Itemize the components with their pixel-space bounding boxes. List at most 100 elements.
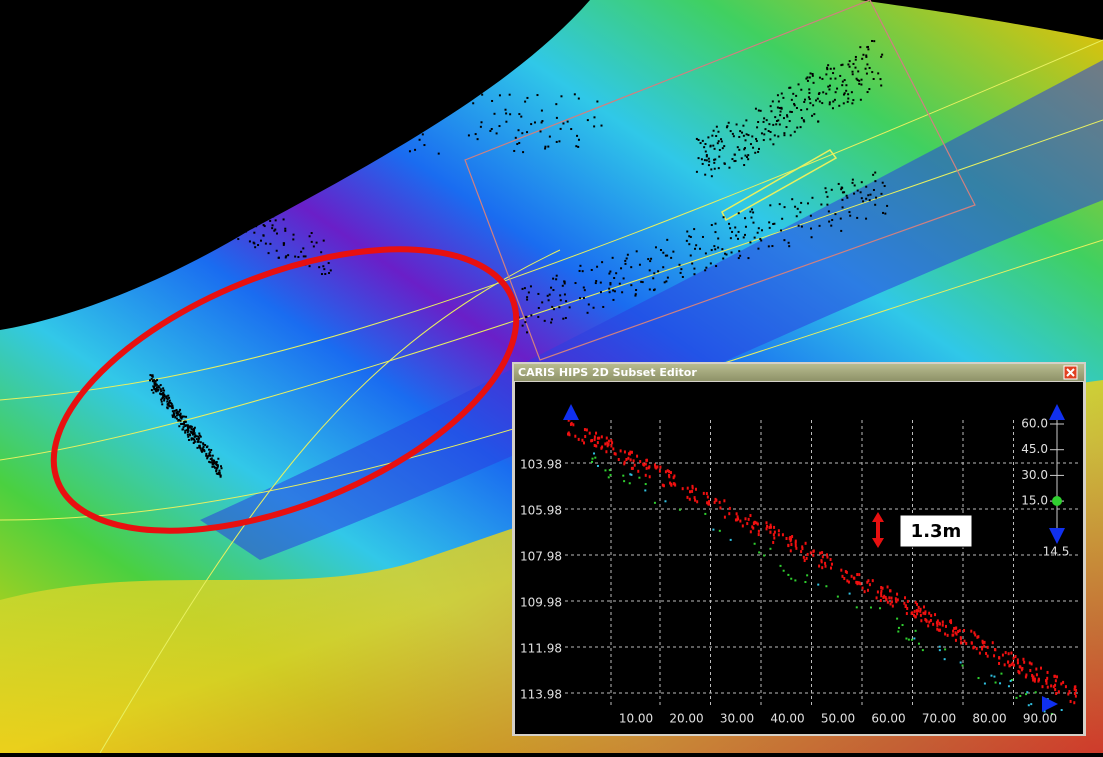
sounding (827, 86, 829, 88)
sounding (565, 300, 567, 302)
sounding (729, 507, 731, 510)
sounding (593, 452, 595, 454)
sounding (1036, 673, 1038, 676)
sounding (169, 198, 171, 200)
sounding (708, 164, 710, 166)
sounding (859, 46, 861, 48)
sounding (178, 174, 180, 176)
sounding (736, 512, 738, 515)
sounding (660, 249, 662, 251)
sounding (752, 147, 754, 149)
sounding (761, 229, 763, 231)
sounding (895, 597, 897, 600)
sounding (752, 222, 754, 224)
sounding (811, 115, 813, 117)
sounding (764, 128, 766, 130)
sounding (876, 596, 878, 599)
sounding (879, 607, 881, 609)
sounding (955, 631, 957, 634)
sounding (782, 97, 784, 99)
sounding (939, 646, 941, 648)
sounding (731, 158, 733, 160)
sounding (232, 153, 234, 155)
sounding (541, 121, 543, 123)
sounding (120, 150, 122, 152)
sounding (646, 467, 648, 470)
sounding (705, 150, 707, 152)
sounding (526, 296, 528, 298)
x-label: 20.00 (669, 712, 703, 726)
sounding (513, 150, 515, 152)
sounding (75, 133, 77, 135)
sounding (955, 639, 957, 642)
sounding (423, 144, 425, 146)
sounding (188, 107, 190, 109)
sounding (783, 239, 785, 241)
sounding (321, 104, 323, 106)
sounding (192, 152, 194, 154)
sounding (516, 143, 518, 145)
sounding (594, 438, 596, 441)
sounding (766, 521, 768, 524)
sounding (830, 68, 832, 70)
sounding (639, 264, 641, 266)
sounding (639, 460, 641, 463)
sounding (865, 218, 867, 220)
sounding (27, 130, 29, 132)
sounding (624, 260, 626, 262)
sounding (168, 405, 170, 407)
sounding (880, 56, 882, 58)
sounding (744, 147, 746, 149)
sounding (234, 213, 236, 215)
sounding (160, 388, 162, 390)
sounding (704, 159, 706, 161)
sounding (491, 128, 493, 130)
sounding (985, 652, 987, 655)
sounding (254, 246, 256, 248)
sounding (842, 81, 844, 83)
sounding (597, 465, 599, 467)
sounding (178, 179, 180, 181)
sounding (324, 273, 326, 275)
sounding (746, 156, 748, 158)
scale-slider[interactable] (1052, 496, 1062, 506)
sounding (101, 106, 103, 108)
sounding (31, 141, 33, 143)
sounding (672, 251, 674, 253)
sounding (853, 577, 855, 580)
sounding (813, 113, 815, 115)
sounding (586, 428, 588, 431)
sounding (156, 191, 158, 193)
sounding (385, 138, 387, 140)
sounding (774, 134, 776, 136)
sounding (794, 131, 796, 133)
sounding (837, 596, 839, 598)
sounding (70, 147, 72, 149)
sounding (572, 423, 574, 426)
sounding (636, 250, 638, 252)
sounding (736, 123, 738, 125)
sounding (757, 151, 759, 153)
sounding (830, 225, 832, 227)
sounding (735, 235, 737, 237)
sounding (536, 94, 538, 96)
sounding (211, 120, 213, 122)
sounding (949, 620, 951, 623)
sounding (324, 154, 326, 156)
sounding (737, 146, 739, 148)
sounding (704, 174, 706, 176)
sounding (422, 133, 424, 135)
sounding (357, 129, 359, 131)
sounding (609, 291, 611, 293)
sounding (1013, 664, 1015, 667)
sounding (766, 119, 768, 121)
sounding (796, 127, 798, 129)
sounding (112, 146, 114, 148)
sounding (90, 148, 92, 150)
sounding (729, 227, 731, 229)
sounding (42, 119, 44, 121)
sounding (241, 206, 243, 208)
sounding (152, 392, 154, 394)
sounding (149, 189, 151, 191)
sounding (154, 121, 156, 123)
